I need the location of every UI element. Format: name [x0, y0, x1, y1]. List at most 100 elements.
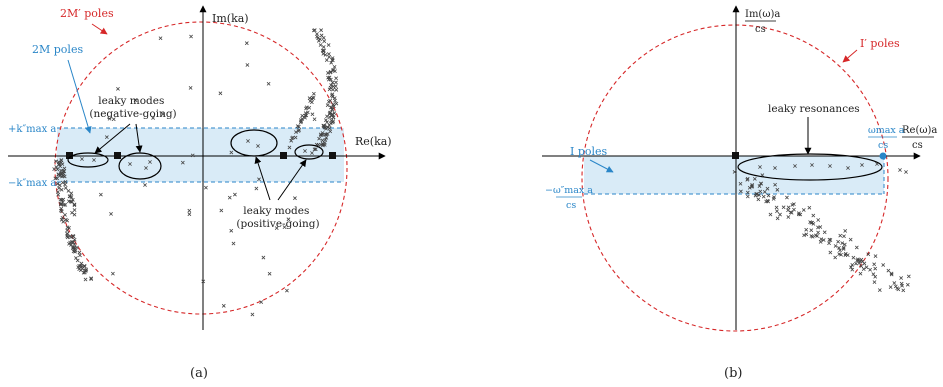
pole-cross	[201, 279, 206, 284]
pole-cross	[328, 115, 332, 120]
pole-cross	[259, 300, 264, 304]
pole-cross	[72, 203, 77, 208]
pole-cross	[144, 166, 148, 170]
pole-cross	[318, 132, 323, 137]
pole-cross	[250, 312, 255, 317]
pole-cross	[810, 163, 814, 167]
pole-cross	[846, 166, 850, 170]
pole-cross	[868, 267, 872, 272]
pole-cross	[761, 194, 766, 199]
pole-cross	[109, 212, 113, 216]
pole-cross	[858, 271, 863, 276]
pole-cross	[818, 225, 823, 229]
pole-cross	[227, 195, 232, 200]
pole-cross	[71, 234, 75, 238]
caption-b: (b)	[724, 366, 742, 381]
pole-cross	[905, 282, 910, 287]
band-right-label-top: ωmax a	[868, 125, 905, 136]
pole-cross	[289, 138, 294, 143]
pole-cross	[752, 176, 757, 181]
pole-cross	[72, 242, 77, 246]
pole-cross	[854, 261, 858, 266]
pole-cross	[321, 51, 326, 56]
pole-cross	[128, 162, 132, 166]
pole-cross	[53, 176, 58, 181]
leaky-ellipse	[118, 152, 162, 180]
pole-cross	[77, 250, 82, 255]
pole-cross	[57, 186, 61, 191]
pole-cross	[322, 141, 327, 145]
leaky-pos-arrow	[254, 156, 271, 201]
pole-cross	[71, 240, 76, 245]
pole-cross	[54, 159, 58, 164]
pole-cross	[872, 280, 877, 284]
pole-cross	[845, 253, 850, 257]
pole-cross	[111, 117, 116, 122]
pole-cross	[745, 176, 750, 181]
pole-cross	[104, 135, 109, 140]
pole-cross	[254, 186, 259, 191]
red-poles-label-b: I′ poles	[860, 37, 900, 50]
pole-cross	[843, 251, 848, 256]
pole-cross	[80, 157, 84, 161]
pole-cross	[327, 55, 332, 59]
pole-cross	[793, 164, 797, 168]
pole-cross	[828, 250, 833, 255]
pole-cross	[332, 65, 337, 69]
pole-cross	[323, 125, 328, 130]
pole-cross	[850, 267, 855, 272]
pole-cross	[850, 263, 855, 267]
pole-cross	[758, 165, 762, 169]
pole-cross	[804, 232, 809, 237]
blue-pointer-b	[589, 159, 614, 173]
pole-cross	[73, 249, 77, 254]
pole-cross	[60, 215, 65, 220]
pole-cross	[316, 38, 321, 43]
pole-cross	[866, 252, 871, 257]
pole-cross	[63, 212, 67, 217]
red-pointer-b	[842, 49, 858, 63]
pole-marker	[329, 152, 336, 159]
pole-cross	[859, 257, 864, 262]
pole-cross	[765, 186, 770, 191]
pole-cross	[838, 233, 843, 238]
pole-cross	[282, 225, 287, 230]
pole-cross	[261, 255, 266, 260]
pole-cross	[325, 120, 329, 125]
pole-cross	[319, 28, 324, 33]
pole-cross	[330, 58, 335, 63]
pole-cross	[774, 205, 779, 210]
pole-cross	[70, 197, 75, 202]
pole-cross	[848, 237, 853, 242]
pole-cross	[810, 234, 815, 239]
pole-cross	[775, 216, 780, 221]
pole-cross	[329, 60, 334, 65]
pole-cross	[323, 118, 328, 123]
band-top-label-a: +k″max a	[8, 124, 56, 135]
pole-cross	[312, 28, 317, 33]
pole-cross	[299, 119, 304, 124]
im-axis-label-b-bottom: cs	[755, 24, 766, 35]
pole-marker	[732, 152, 739, 159]
pole-cross	[218, 91, 223, 96]
pole-cross	[331, 119, 336, 124]
pole-cross	[873, 266, 878, 271]
pole-cross	[324, 132, 329, 137]
pole-cross	[818, 240, 823, 244]
pole-cross	[65, 235, 70, 240]
re-axis-label-a: Re(ka)	[355, 135, 392, 148]
pole-cross	[267, 271, 272, 276]
pole-cross	[745, 190, 750, 195]
pole-cross	[71, 245, 76, 249]
pole-cross	[70, 246, 75, 251]
pole-cross	[310, 151, 314, 155]
band-left-label-bottom: cs	[566, 200, 576, 211]
caption-a: (a)	[190, 366, 208, 381]
circle-b	[581, 24, 889, 332]
pole-cross	[89, 276, 93, 281]
pole-cross	[759, 181, 763, 186]
panel-b: I′ poles I poles Im(ω)a cs Re(ω)a cs ωma…	[542, 5, 937, 381]
pole-cross	[841, 247, 846, 251]
pole-cross	[63, 202, 68, 207]
blue-poles-label-a: 2M poles	[32, 43, 83, 56]
